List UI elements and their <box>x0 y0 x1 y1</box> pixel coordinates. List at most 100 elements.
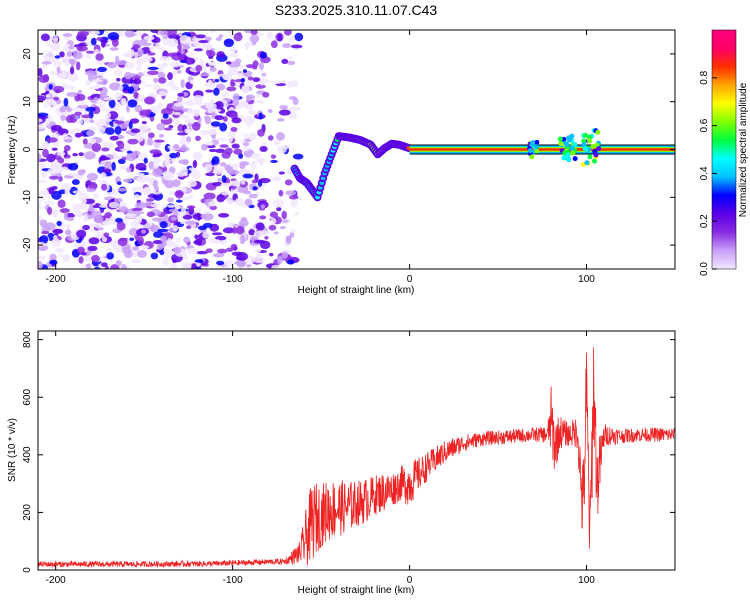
spectrogram-noise-blob <box>285 236 292 245</box>
spectrogram-noise-blob <box>53 235 58 240</box>
spectrogram-noise-blob <box>286 259 295 265</box>
spectrogram-noise-blob <box>230 126 238 132</box>
spectrogram-noise-blob <box>90 251 99 257</box>
spectrogram-noise-blob <box>222 227 235 234</box>
colorbar-gradient <box>711 29 737 270</box>
spectrogram-noise-blob <box>85 70 97 76</box>
spectrogram-x-label: Height of straight line (km) <box>298 285 415 296</box>
spectrogram-noise-blob <box>129 118 140 124</box>
spectrogram-noise-blob <box>195 34 206 39</box>
spectrogram-noise-blob <box>63 97 69 107</box>
spectrogram-noise-blob <box>172 225 179 232</box>
spectrogram-noise-blob <box>143 35 155 41</box>
spectrogram-noise-blob <box>125 130 132 135</box>
spectrogram-disturbance <box>581 142 587 148</box>
spectrogram-noise-blob <box>278 189 284 197</box>
spectrogram-noise-blob <box>241 178 246 185</box>
spectrogram-noise-blob <box>49 253 57 262</box>
spectrogram-noise-blob <box>201 213 214 221</box>
spectrogram-noise-blob <box>218 34 224 38</box>
spectrogram-noise-blob <box>54 248 66 253</box>
spectrogram-noise-blob <box>289 36 296 43</box>
spectrogram-noise-blob <box>163 248 170 253</box>
y-tick-label: 0 <box>22 567 33 573</box>
spectrogram-noise-blob <box>132 211 145 215</box>
spectrogram-noise-blob <box>261 72 267 77</box>
spectrogram-noise-blob <box>85 106 96 112</box>
spectrogram-noise-blob <box>143 157 148 164</box>
spectrogram-disturbance <box>558 141 564 147</box>
spectrogram-noise-blob <box>185 220 196 226</box>
spectrogram-noise-blob <box>63 211 68 221</box>
spectrogram-noise-blob <box>236 185 249 193</box>
spectrogram-noise-blob <box>90 37 97 46</box>
spectrogram-noise-blob <box>150 252 159 260</box>
spectrogram-noise-blob <box>290 198 298 208</box>
spectrogram-noise-blob <box>281 58 289 65</box>
spectrogram-noise-blob <box>227 130 236 140</box>
spectrogram-noise-blob <box>67 85 76 90</box>
spectrogram-noise-blob <box>184 118 194 124</box>
spectrogram-noise-blob <box>111 161 116 171</box>
spectrogram-noise-blob <box>215 148 226 154</box>
spectrogram-noise-blob <box>272 199 285 208</box>
spectrogram-noise-blob <box>260 79 271 84</box>
spectrogram-noise-blob <box>157 102 163 109</box>
spectrogram-noise-blob <box>204 210 213 214</box>
spectrogram-noise-blob <box>40 33 50 42</box>
spectrogram-noise-blob <box>49 259 58 265</box>
spectrogram-noise-blob <box>116 116 125 121</box>
spectrogram-noise-blob <box>259 145 268 152</box>
spectrogram-noise-blob <box>137 72 144 77</box>
spectrogram-noise-blob <box>56 220 62 227</box>
spectrogram-disturbance <box>596 146 602 152</box>
spectrogram-noise-blob <box>162 113 169 119</box>
spectrogram-noise-blob <box>67 173 79 177</box>
spectrogram-noise-blob <box>130 259 142 264</box>
spectrogram-noise-blob <box>124 32 137 37</box>
spectrogram-noise-blob <box>67 163 79 171</box>
spectrogram-noise-blob <box>65 138 73 143</box>
spectrogram-noise-blob <box>232 97 239 107</box>
spectrogram-noise-blob <box>39 219 48 228</box>
y-tick-label: 200 <box>22 504 33 521</box>
snr-y-ticks: 0 200 400 600 800 <box>22 331 675 573</box>
spectrogram-noise-blob <box>180 135 187 140</box>
spectrogram-noise-blob <box>51 238 61 248</box>
spectrogram-x-ticks: -200 -100 0 100 <box>46 30 595 285</box>
spectrogram-noise-blob <box>211 232 223 236</box>
spectrogram-noise-blob <box>272 176 282 182</box>
spectrogram-noise-blob <box>133 91 139 99</box>
spectrogram-noise-blob <box>160 47 165 52</box>
spectrogram-noise-blob <box>59 51 65 58</box>
spectrogram-noise-blob <box>172 111 182 116</box>
spectrogram-noise-blob <box>113 69 122 77</box>
spectrogram-noise-blob <box>57 199 66 208</box>
spectrogram-noise-blob <box>68 130 75 135</box>
spectrogram-noise-blob <box>186 58 191 65</box>
spectrogram-noise-blob <box>88 228 95 232</box>
spectrogram-noise-blob <box>172 69 178 77</box>
spectrogram-noise-blob <box>249 163 255 168</box>
spectrogram-noise-blob <box>245 255 256 264</box>
spectrogram-noise-blob <box>114 60 127 66</box>
spectrogram-noise-blob <box>143 83 153 88</box>
spectrogram-noise-blob <box>76 46 88 52</box>
spectrogram-noise-blob <box>88 237 100 245</box>
spectrogram-noise-blob <box>180 48 185 55</box>
spectrogram-noise-blob <box>182 159 189 166</box>
spectrogram-noise-blob <box>139 245 150 249</box>
spectrogram-noise-blob <box>59 106 67 113</box>
spectrogram-noise-blob <box>119 85 124 91</box>
spectrogram-noise-blob <box>192 213 204 220</box>
spectrogram-noise-blob <box>134 216 142 225</box>
snr-y-label: SNR (10 * v/v) <box>7 418 18 482</box>
spectrogram-noise-blob <box>41 230 50 235</box>
spectrogram-noise-blob <box>205 172 215 177</box>
spectrogram-noise-blob <box>139 109 151 117</box>
spectrogram-noise-blob <box>147 66 159 71</box>
spectrogram-noise-blob <box>170 263 178 269</box>
spectrogram-noise-blob <box>123 250 133 259</box>
spectrogram-noise-blob <box>87 245 98 252</box>
spectrogram-disturbance <box>592 158 598 164</box>
